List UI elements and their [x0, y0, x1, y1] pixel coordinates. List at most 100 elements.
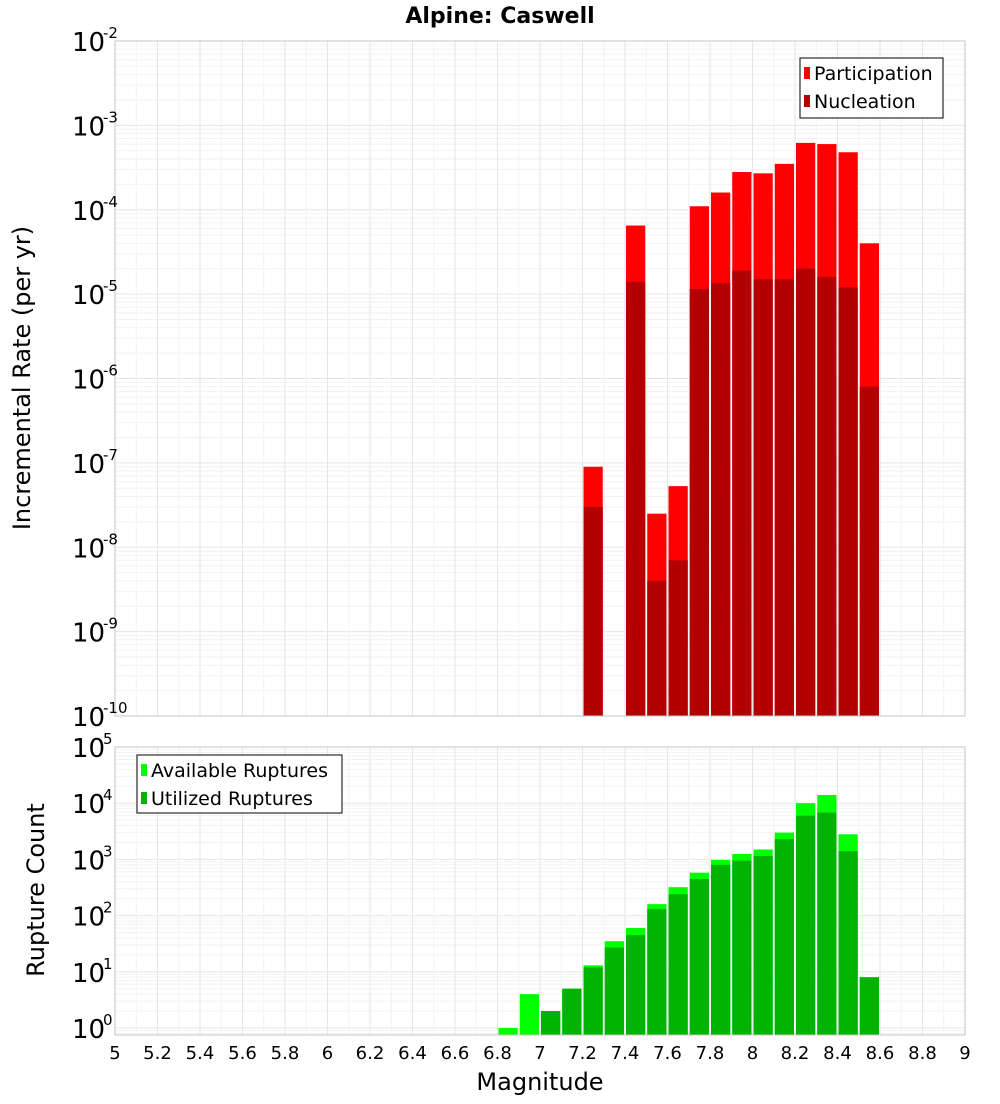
top-legend-box — [799, 57, 944, 119]
top-gridlines — [114, 40, 966, 717]
bottom-y-tick-base: 10 — [72, 790, 105, 820]
x-tick-label: 7.2 — [568, 1043, 597, 1064]
bottom-bar-utilized-ruptures — [796, 815, 816, 1035]
bottom-legend-swatch — [141, 764, 147, 776]
bottom-bar-utilized-ruptures — [583, 967, 603, 1035]
top-y-tick-base: 10 — [72, 28, 105, 58]
bottom-bar-utilized-ruptures — [647, 909, 667, 1035]
x-tick-label: 8.6 — [866, 1043, 895, 1064]
top-y-tick-exponent: -5 — [103, 277, 118, 295]
top-legend: Participation Nucleation — [799, 57, 944, 119]
x-tick-label: 7 — [534, 1043, 545, 1064]
top-y-tick-exponent: -2 — [103, 24, 118, 42]
bottom-series-utilized-ruptures — [541, 812, 879, 1035]
bottom-bar-utilized-ruptures — [817, 812, 837, 1035]
x-tick-label: 6.2 — [356, 1043, 385, 1064]
top-y-tick-exponent: -6 — [103, 362, 118, 380]
top-y-tick-base: 10 — [72, 619, 105, 649]
bottom-bar-utilized-ruptures — [562, 988, 582, 1035]
bottom-bar-utilized-ruptures — [753, 855, 773, 1035]
x-tick-label: 6.4 — [398, 1043, 427, 1064]
x-tick-label: 5.6 — [228, 1043, 257, 1064]
top-y-tick-base: 10 — [72, 534, 105, 564]
top-bar-nucleation — [647, 580, 667, 716]
bottom-legend-label: Utilized Ruptures — [151, 788, 313, 810]
bottom-bar-utilized-ruptures — [689, 878, 709, 1035]
top-bar-nucleation — [583, 506, 603, 716]
x-tick-label: 6 — [322, 1043, 333, 1064]
top-y-axis-label: Incremental Rate (per yr) — [8, 226, 36, 530]
x-tick-label: 6.8 — [483, 1043, 512, 1064]
top-bar-nucleation — [668, 560, 688, 716]
bottom-bar-utilized-ruptures — [859, 977, 879, 1035]
x-tick-label: 5.2 — [143, 1043, 172, 1064]
bottom-bar-utilized-ruptures — [668, 894, 688, 1035]
top-y-tick-label: 10-7 — [72, 446, 118, 480]
x-tick-label: 5.4 — [186, 1043, 215, 1064]
bottom-bar-utilized-ruptures — [541, 1011, 561, 1035]
top-legend-swatch — [804, 67, 810, 79]
top-y-tick-label: 10-9 — [72, 615, 118, 649]
bottom-legend-item: Available Ruptures — [141, 760, 328, 782]
top-bar-nucleation — [753, 279, 773, 716]
bottom-legend-box — [136, 754, 343, 814]
bottom-y-axis-label: Rupture Count — [22, 803, 50, 977]
bottom-y-tick-exponent: 5 — [103, 730, 113, 748]
top-y-tick-base: 10 — [72, 281, 105, 311]
top-y-tick-label: 10-8 — [72, 530, 118, 564]
x-tick-labels: 5 5.2 5.4 5.6 5.8 6 6.2 6.4 6.6 6.8 7 7.2 7.4 7.6 7.8 8… — [109, 1043, 970, 1064]
top-y-tick-base: 10 — [72, 112, 105, 142]
bottom-legend-item: Utilized Ruptures — [141, 788, 313, 810]
bottom-y-tick-exponent: 1 — [103, 955, 113, 973]
bottom-bar-utilized-ruptures — [774, 839, 794, 1035]
top-y-tick-exponent: -8 — [103, 530, 118, 548]
top-y-tick-base: 10 — [72, 450, 105, 480]
bottom-y-tick-label: 101 — [72, 955, 113, 989]
top-bar-nucleation — [774, 279, 794, 716]
top-legend-label: Participation — [814, 63, 933, 85]
bottom-bar-utilized-ruptures — [732, 860, 752, 1035]
x-tick-label: 8.4 — [823, 1043, 852, 1064]
top-y-tick-label: 10-6 — [72, 362, 118, 396]
bottom-bar-utilized-ruptures — [838, 851, 858, 1035]
x-tick-label: 8 — [747, 1043, 758, 1064]
top-legend-label: Nucleation — [814, 91, 916, 113]
x-tick-label: 7.4 — [611, 1043, 640, 1064]
x-tick-label: 5.8 — [271, 1043, 300, 1064]
bottom-y-tick-base: 10 — [72, 1015, 105, 1045]
bottom-legend-label: Available Ruptures — [151, 760, 328, 782]
bottom-legend-swatch — [141, 792, 147, 804]
top-bar-nucleation — [817, 276, 837, 716]
bottom-y-tick-exponent: 2 — [103, 899, 113, 917]
bottom-bar-utilized-ruptures — [604, 947, 624, 1035]
bottom-bar-available-ruptures — [519, 994, 539, 1035]
top-plot-frame — [114, 40, 966, 717]
top-legend-item: Nucleation — [804, 91, 916, 113]
top-y-tick-label: 10-5 — [72, 277, 118, 311]
bottom-y-tick-label: 103 — [72, 842, 113, 876]
x-tick-label: 7.8 — [696, 1043, 725, 1064]
top-y-tick-label: 10-10 — [72, 699, 128, 733]
top-y-tick-label: 10-3 — [72, 108, 118, 142]
bottom-y-tick-exponent: 0 — [103, 1011, 113, 1029]
x-tick-label: 8.8 — [908, 1043, 937, 1064]
bottom-y-tick-base: 10 — [72, 846, 105, 876]
top-y-tick-exponent: -4 — [103, 193, 118, 211]
bottom-y-tick-base: 10 — [72, 734, 105, 764]
x-tick-label: 9 — [959, 1043, 970, 1064]
bottom-y-tick-exponent: 4 — [103, 786, 113, 804]
chart-title: Alpine: Caswell — [405, 4, 594, 29]
top-bar-nucleation — [689, 289, 709, 716]
top-y-tick-label: 10-2 — [72, 24, 118, 58]
top-bar-nucleation — [859, 386, 879, 716]
bottom-y-tick-label: 100 — [72, 1011, 113, 1045]
x-axis-label: Magnitude — [476, 1068, 603, 1096]
bottom-y-tick-label: 102 — [72, 899, 113, 933]
bottom-plot-frame — [114, 746, 966, 1036]
bottom-y-tick-exponent: 3 — [103, 842, 113, 860]
top-bar-nucleation — [711, 283, 731, 716]
